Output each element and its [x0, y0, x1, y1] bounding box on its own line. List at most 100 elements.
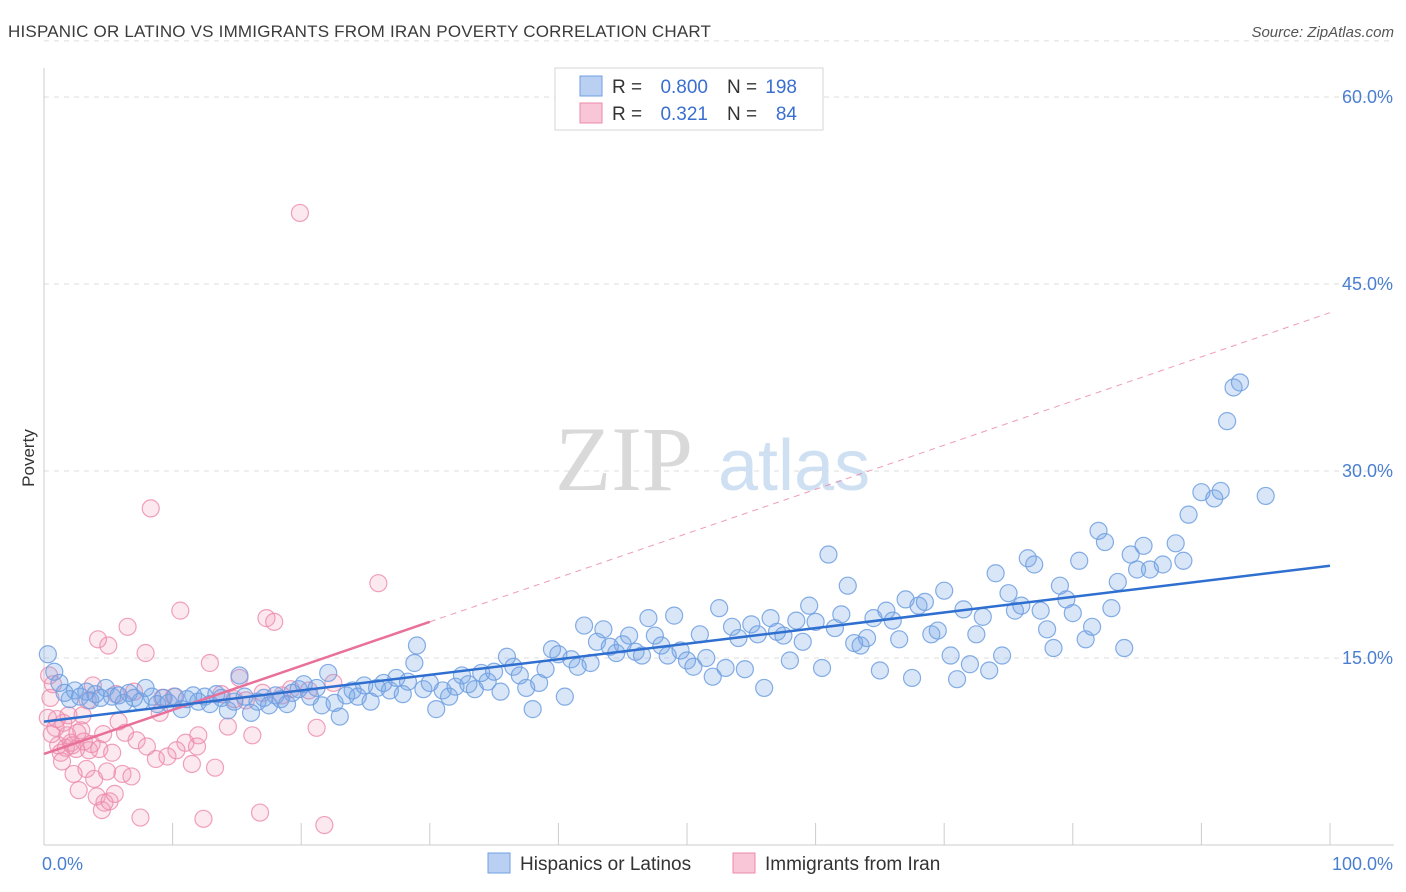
hispanic-point: [1218, 412, 1237, 431]
series-iran-points: [38, 203, 388, 835]
hispanic-point: [1095, 532, 1115, 552]
hispanic-point: [620, 626, 639, 645]
iran-point: [182, 754, 201, 774]
grid-lines: [44, 40, 1394, 659]
hispanic-point: [1115, 638, 1134, 658]
iran-point: [97, 762, 117, 781]
hispanic-point: [735, 660, 754, 679]
hispanic-point: [812, 658, 832, 678]
chart-source: Source: ZipAtlas.com: [1251, 24, 1394, 41]
bottom-legend: Hispanics or Latinos Immigrants from Ira…: [487, 852, 940, 875]
hispanic-point: [639, 609, 658, 628]
iran-point: [194, 809, 213, 828]
hispanic-point: [1102, 599, 1121, 618]
hispanic-point: [1044, 638, 1063, 658]
hispanic-point: [819, 545, 838, 564]
hispanic-point: [665, 606, 684, 625]
legend-r-label-1: R =: [612, 77, 642, 98]
iran-point: [68, 723, 87, 742]
hispanic-point: [478, 672, 497, 691]
iran-trend-extension: [429, 312, 1331, 623]
hispanic-point: [800, 596, 819, 615]
bottom-legend-label-1: Hispanics or Latinos: [520, 854, 691, 875]
hispanic-point: [1134, 536, 1153, 555]
iran-point: [141, 499, 160, 518]
trend-lines: [43, 312, 1331, 756]
iran-point: [77, 759, 96, 779]
hispanic-point: [999, 584, 1018, 603]
hispanic-point: [832, 605, 851, 624]
legend-r-value-2: 0.321: [660, 104, 708, 125]
hispanic-point: [1256, 486, 1275, 506]
hispanic-point: [902, 668, 922, 688]
hispanic-point: [407, 636, 427, 655]
y-tick-label-0: 15.0%: [1342, 648, 1393, 668]
hispanic-point: [1012, 596, 1031, 615]
hispanic-point: [890, 630, 909, 649]
hispanic-point: [1211, 481, 1230, 501]
hispanic-point: [710, 599, 729, 618]
hispanic-point: [787, 611, 806, 630]
hispanic-point: [774, 626, 793, 645]
hispanic-point: [857, 628, 877, 648]
hispanic-point: [91, 688, 110, 707]
chart-title: HISPANIC OR LATINO VS IMMIGRANTS FROM IR…: [8, 22, 712, 41]
hispanic-point: [755, 678, 774, 698]
hispanic-point: [259, 696, 279, 715]
legend-swatch-blue: [579, 75, 603, 97]
iran-point: [52, 752, 72, 771]
iran-point: [122, 767, 141, 786]
watermark-zip: ZIP: [555, 408, 693, 510]
hispanic-point: [986, 564, 1005, 583]
legend-r-label-2: R =: [612, 104, 642, 125]
y-tick-label-1: 30.0%: [1342, 461, 1393, 481]
legend-n-label-2: N =: [727, 104, 757, 125]
hispanic-point: [793, 632, 812, 651]
iran-point: [118, 617, 137, 636]
hispanic-point: [928, 621, 947, 640]
hispanic-point: [684, 657, 703, 676]
hispanic-point: [277, 695, 297, 714]
hispanic-point: [1063, 604, 1082, 623]
hispanic-point: [1070, 551, 1089, 570]
iran-point: [243, 726, 262, 745]
hispanic-point: [427, 700, 446, 719]
watermark-atlas: atlas: [718, 426, 870, 506]
hispanic-point: [851, 636, 870, 655]
hispanic-point: [742, 615, 761, 634]
hispanic-point: [405, 653, 424, 673]
hispanic-point: [1153, 555, 1172, 574]
hispanic-point: [230, 666, 249, 685]
hispanic-point: [697, 648, 716, 668]
hispanic-point: [973, 607, 992, 626]
x-tick-label-1: 100.0%: [1332, 854, 1393, 874]
hispanic-point: [947, 670, 967, 689]
hispanic-point: [536, 660, 555, 679]
iran-point: [171, 601, 190, 620]
hispanic-point: [1025, 555, 1044, 574]
hispanic-point: [1121, 545, 1140, 564]
hispanic-point: [935, 581, 954, 600]
legend-r-value-1: 0.800: [660, 77, 708, 98]
hispanic-point: [1166, 534, 1185, 553]
iran-point: [131, 808, 150, 827]
iran-point: [290, 203, 310, 223]
hispanic-point: [1179, 505, 1198, 524]
hispanic-point: [992, 646, 1012, 665]
hispanic-point: [1174, 551, 1193, 570]
hispanic-point: [439, 687, 459, 706]
iran-point: [265, 612, 284, 631]
hispanic-point: [915, 592, 935, 612]
hispanic-point: [1205, 489, 1224, 508]
hispanic-point: [575, 616, 594, 635]
iran-point: [105, 784, 124, 803]
iran-point: [200, 653, 219, 673]
hispanic-point: [38, 645, 57, 664]
y-axis-label: Poverty: [19, 429, 38, 487]
iran-point: [99, 636, 118, 655]
hispanic-point: [1108, 572, 1127, 592]
iran-point: [369, 574, 388, 593]
y-tick-label-3: 60.0%: [1342, 87, 1393, 107]
x-tick-labels: 0.0% 100.0%: [42, 854, 1393, 874]
